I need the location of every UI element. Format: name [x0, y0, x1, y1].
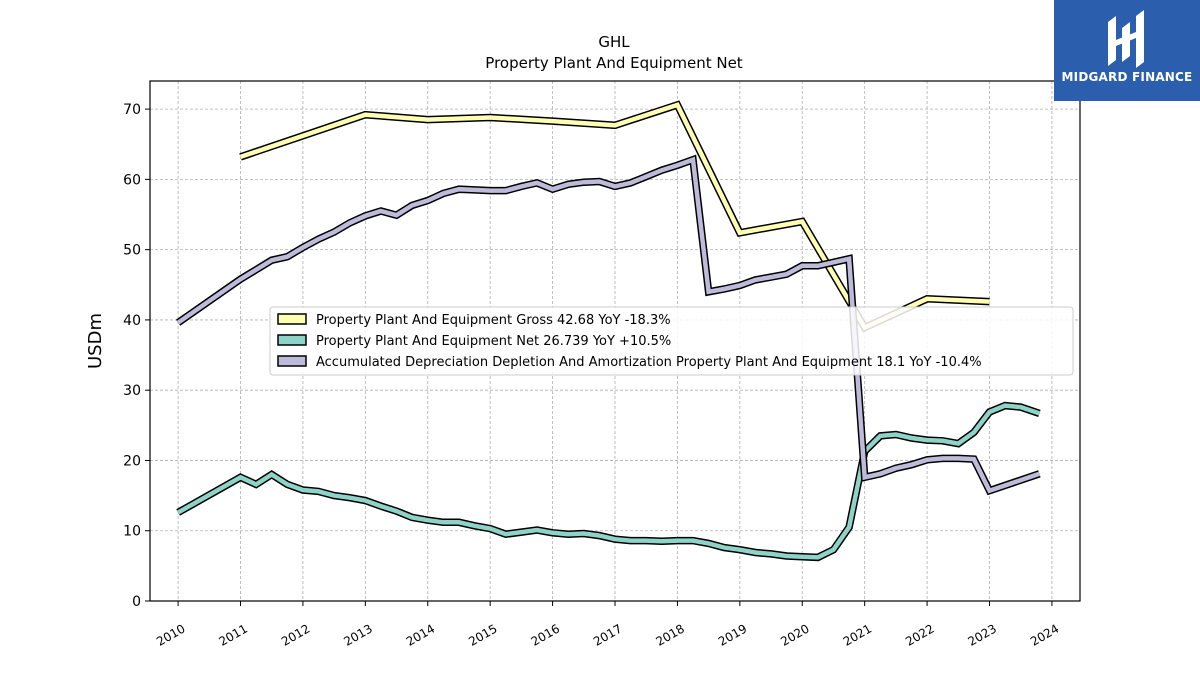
brand-text: MIDGARD FINANCE [1061, 70, 1193, 84]
x-tick-label: 2021 [841, 621, 874, 648]
y-tick-label: 30 [123, 383, 141, 399]
x-tick-label: 2022 [903, 621, 936, 648]
x-tick-label: 2019 [716, 621, 749, 648]
x-tick-label: 2023 [966, 621, 999, 648]
legend-box [269, 306, 1074, 376]
legend-swatch-net [277, 334, 307, 346]
x-tick-label: 2018 [653, 621, 686, 648]
legend: Property Plant And Equipment Gross 42.68… [269, 306, 1074, 376]
x-tick-label: 2015 [466, 621, 499, 648]
y-tick-label: 20 [123, 453, 141, 469]
x-tick-label: 2014 [404, 621, 437, 648]
x-tick-label: 2020 [778, 621, 811, 648]
y-tick-label: 60 [123, 172, 141, 188]
legend-label-net: Property Plant And Equipment Net 26.739 … [316, 334, 671, 349]
y-tick-label: 0 [132, 594, 141, 610]
logo-mark-icon [1108, 10, 1144, 68]
x-tick-label: 2016 [529, 621, 562, 648]
legend-label-depreciation: Accumulated Depreciation Depletion And A… [316, 355, 982, 370]
legend-label-gross: Property Plant And Equipment Gross 42.68… [316, 313, 671, 328]
series-line-net [176, 403, 1041, 560]
chart-title: GHL [598, 33, 630, 51]
x-tick-label: 2017 [591, 621, 624, 648]
x-tick-label: 2012 [279, 621, 312, 648]
legend-swatch-gross [277, 313, 307, 325]
series-line-depreciation [176, 156, 1041, 494]
y-tick-label: 10 [123, 524, 141, 540]
brand-logo: MIDGARD FINANCE [1054, 0, 1200, 101]
chart-subtitle: Property Plant And Equipment Net [485, 54, 742, 72]
y-tick-label: 40 [123, 313, 141, 329]
y-tick-label: 70 [123, 102, 141, 118]
legend-swatch-depreciation [277, 355, 307, 367]
x-tick-label: 2010 [154, 621, 187, 648]
y-axis-label: USDm [85, 313, 106, 369]
series-outline-net [176, 401, 1041, 562]
x-tick-label: 2011 [217, 621, 250, 648]
y-tick-label: 50 [123, 243, 141, 259]
x-tick-label: 2024 [1028, 621, 1061, 648]
x-tick-label: 2013 [341, 621, 374, 648]
